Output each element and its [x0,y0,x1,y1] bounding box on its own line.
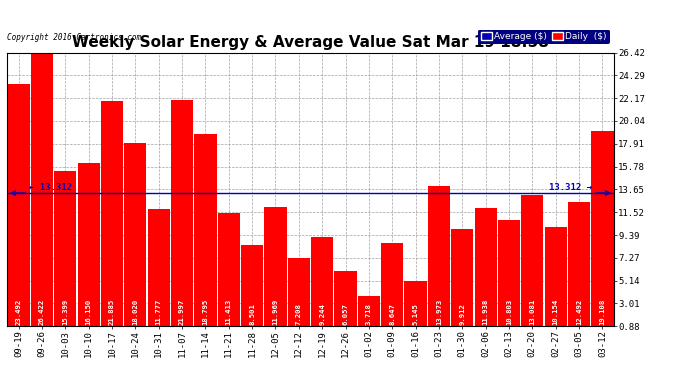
Bar [498,220,520,336]
Text: 26.422: 26.422 [39,299,45,326]
Text: 21.885: 21.885 [109,299,115,326]
Text: 9.244: 9.244 [319,304,325,326]
Text: 10.154: 10.154 [553,299,559,326]
Bar [101,101,123,336]
Bar [171,100,193,336]
Bar [55,171,77,336]
Text: 8.501: 8.501 [249,304,255,326]
Bar [8,84,30,336]
Text: 21.997: 21.997 [179,299,185,326]
Text: 11.777: 11.777 [156,299,161,326]
Bar [241,244,263,336]
Text: 18.795: 18.795 [202,299,208,326]
Bar [311,237,333,336]
Text: 12.492: 12.492 [576,299,582,326]
Legend: Average ($), Daily  ($): Average ($), Daily ($) [478,30,609,44]
Bar [568,202,590,336]
Text: 11.938: 11.938 [482,299,489,326]
Text: 13.973: 13.973 [436,299,442,326]
Text: 8.647: 8.647 [389,304,395,326]
Bar [124,142,146,336]
Text: 5.145: 5.145 [413,304,419,326]
Text: 11.413: 11.413 [226,299,232,326]
Text: 23.492: 23.492 [16,299,21,326]
Text: 7.208: 7.208 [296,304,302,326]
Text: 16.150: 16.150 [86,299,92,326]
Text: 15.399: 15.399 [62,299,68,326]
Bar [428,186,450,336]
Title: Weekly Solar Energy & Average Value Sat Mar 19 18:58: Weekly Solar Energy & Average Value Sat … [72,35,549,50]
Text: 13.312 →: 13.312 → [549,183,592,192]
Text: ← 13.312: ← 13.312 [29,183,72,192]
Bar [591,131,613,336]
Bar [31,53,53,336]
Text: 18.020: 18.020 [132,299,139,326]
Text: 11.969: 11.969 [273,299,279,326]
Bar [475,208,497,336]
Bar [77,163,100,336]
Text: 6.057: 6.057 [342,304,348,326]
Bar [335,271,357,336]
Text: 13.081: 13.081 [529,299,535,326]
Bar [451,230,473,336]
Bar [404,280,426,336]
Bar [217,213,240,336]
Bar [288,258,310,336]
Bar [148,210,170,336]
Text: 10.803: 10.803 [506,299,512,326]
Bar [544,227,566,336]
Text: 3.718: 3.718 [366,304,372,326]
Text: Copyright 2016 Cartronics.com: Copyright 2016 Cartronics.com [7,33,141,42]
Text: 9.912: 9.912 [460,304,465,326]
Bar [358,296,380,336]
Bar [381,243,404,336]
Text: 19.108: 19.108 [600,299,605,326]
Bar [521,195,544,336]
Bar [195,134,217,336]
Bar [264,207,286,336]
